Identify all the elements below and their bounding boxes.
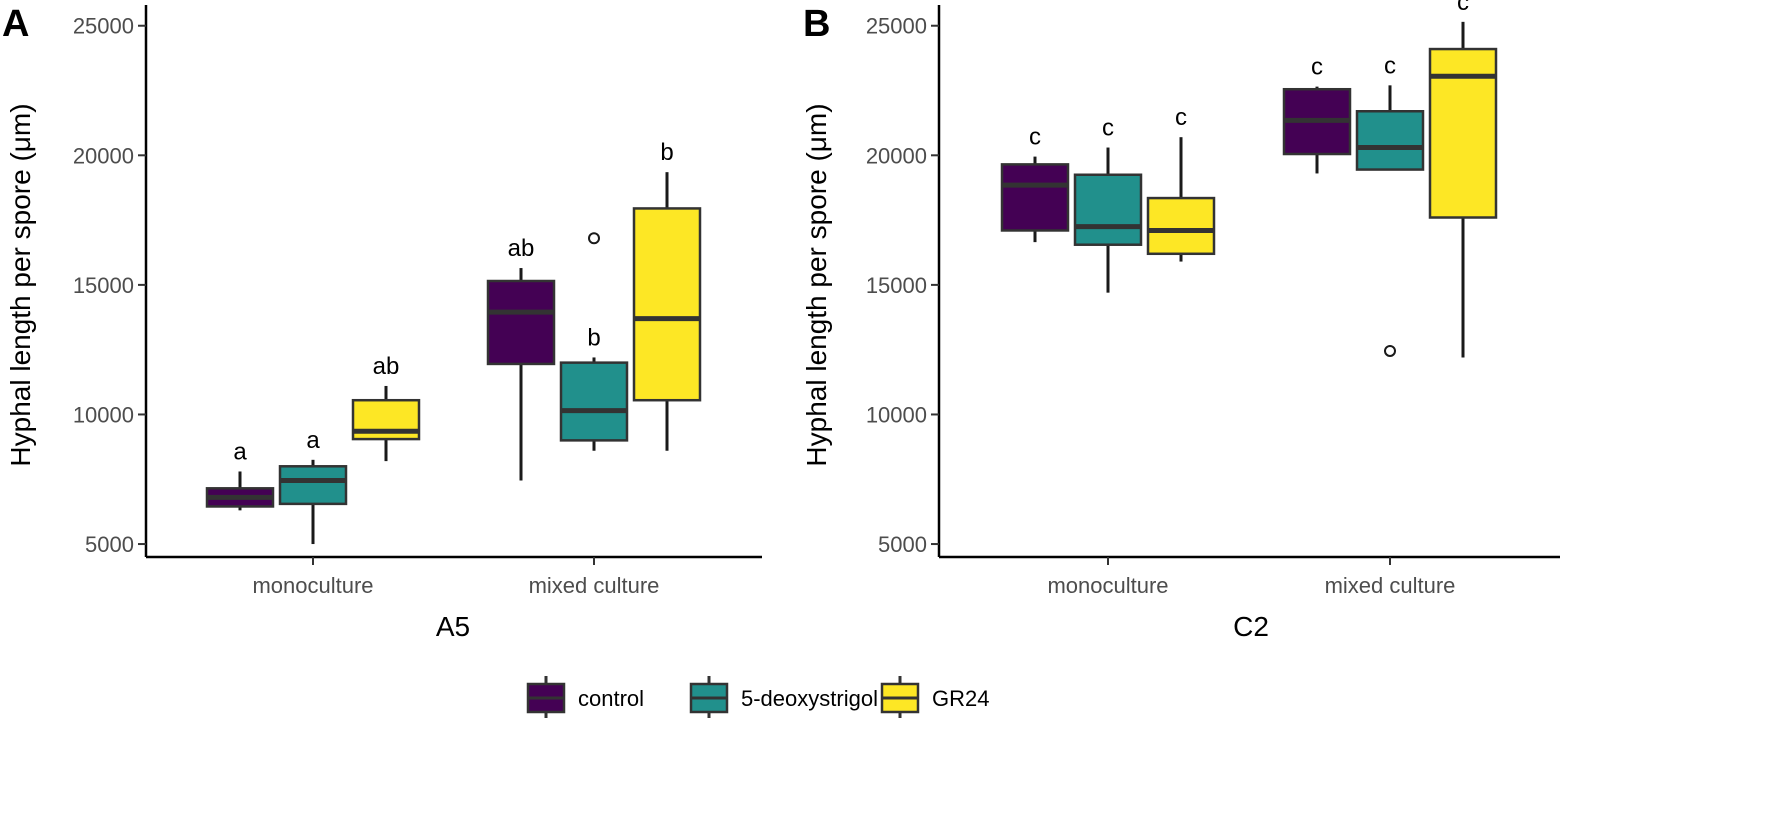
panel-a-plot-area: 5000 10000 15000 20000 25000 monoculture mixed… — [73, 5, 762, 598]
legend-item-control: control — [526, 676, 644, 718]
box-gr24-monoculture: c — [1146, 104, 1216, 262]
legend-item-gr24: GR24 — [880, 676, 989, 718]
y-tick-label: 15000 — [73, 273, 134, 298]
box-body — [1146, 196, 1216, 256]
y-tick-label: 25000 — [866, 14, 927, 39]
box-body — [632, 207, 702, 402]
box-control-mixed-culture: c — [1282, 54, 1352, 174]
panel-b-plot-area: 5000 10000 15000 20000 25000 monoculture mixed… — [866, 0, 1560, 598]
legend-item-5-deoxystrigol: 5-deoxystrigol — [689, 676, 878, 718]
y-tick-label: 5000 — [878, 532, 927, 557]
box-gr24-mixed-culture: c — [1428, 0, 1498, 358]
x-tick-label: monoculture — [1047, 573, 1168, 598]
x-tick-label: monoculture — [252, 573, 373, 598]
legend-label-gr24: GR24 — [932, 686, 989, 711]
box-5-deoxystrigol-monoculture: c — [1073, 115, 1143, 293]
y-tick-label: 10000 — [73, 402, 134, 427]
significance-label: c — [1029, 124, 1041, 151]
x-tick-label: mixed culture — [529, 573, 660, 598]
panel-b-letter: B — [803, 3, 830, 45]
outlier-point — [1384, 344, 1396, 357]
significance-label: c — [1457, 0, 1469, 16]
x-tick-label: mixed culture — [1325, 573, 1456, 598]
significance-label: b — [660, 139, 673, 166]
legend-label-control: control — [578, 686, 644, 711]
box-5-deoxystrigol-mixed-culture: c — [1355, 52, 1425, 357]
panel-a-y-axis-title: Hyphal length per spore (μm) — [5, 103, 36, 466]
panel-b-y-axis-title: Hyphal length per spore (μm) — [801, 103, 832, 466]
box-control-mixed-culture: ab — [486, 235, 556, 481]
y-tick-label: 15000 — [866, 273, 927, 298]
panel-a-letter: A — [2, 3, 29, 45]
y-tick-label: 25000 — [73, 14, 134, 39]
box-gr24-mixed-culture: b — [632, 139, 702, 451]
panel-b-x-axis-title: C2 — [1233, 611, 1269, 642]
panel-b: B 5000 10000 15000 20000 25000 monoculture mix… — [801, 0, 1560, 642]
box-control-monoculture: c — [1000, 124, 1070, 243]
box-body — [1355, 110, 1425, 171]
significance-label: ab — [508, 235, 535, 262]
y-tick-label: 20000 — [866, 143, 927, 168]
significance-label: b — [587, 324, 600, 351]
significance-label: a — [306, 427, 320, 454]
box-body — [278, 465, 348, 506]
box-body — [559, 361, 629, 442]
box-body — [1073, 173, 1143, 246]
box-5-deoxystrigol-mixed-culture: b — [559, 232, 629, 451]
box-body — [486, 279, 556, 366]
legend: control 5-deoxystrigol GR24 — [526, 676, 989, 718]
significance-label: c — [1311, 54, 1323, 81]
panel-a: A 5000 10000 15000 20000 25000 monoculture mix… — [2, 3, 762, 642]
y-tick-label: 10000 — [866, 402, 927, 427]
box-5-deoxystrigol-monoculture: a — [278, 427, 348, 545]
y-tick-label: 20000 — [73, 143, 134, 168]
legend-label-5-deoxystrigol: 5-deoxystrigol — [741, 686, 878, 711]
significance-label: c — [1384, 52, 1396, 79]
significance-label: c — [1102, 115, 1114, 142]
panel-a-x-axis-title: A5 — [436, 611, 470, 642]
significance-label: c — [1175, 104, 1187, 131]
outlier-point — [588, 232, 600, 245]
y-tick-label: 5000 — [85, 532, 134, 557]
box-control-monoculture: a — [205, 438, 275, 511]
box-gr24-monoculture: ab — [351, 353, 421, 462]
significance-label: ab — [373, 353, 400, 380]
significance-label: a — [233, 438, 247, 465]
box-body — [1000, 163, 1070, 232]
